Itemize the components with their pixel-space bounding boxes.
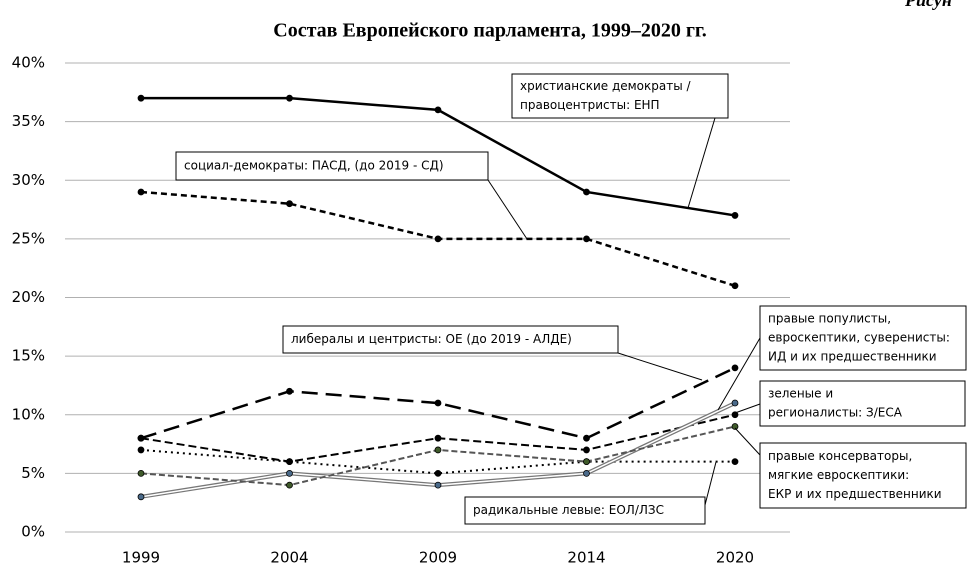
annotation-text: правые консерваторы, [768,449,912,463]
y-tick-label: 40% [12,54,45,72]
leader-line [734,427,761,456]
point [434,469,442,477]
point [434,446,442,454]
leader-line [734,403,761,414]
point [583,235,590,243]
annotation-text: мягкие евроскептики: [768,468,909,482]
point [137,434,145,442]
y-tick-label: 0% [21,523,45,541]
x-tick-label: 2014 [567,549,605,567]
point [583,446,590,454]
y-tick-label: 10% [12,405,45,423]
x-tick-label: 2004 [270,549,308,567]
annotation-text: правые популисты, [768,312,891,326]
point [583,188,590,196]
point [286,469,293,477]
point [137,446,145,454]
annotation-text: правоцентристы: ЕНП [520,98,660,112]
corner-label: Рисун [904,0,952,10]
x-tick-label: 2020 [716,549,754,567]
leader-line [617,352,703,381]
point [286,458,293,466]
annotation-box [759,380,966,427]
point [137,493,145,501]
series-line [140,448,735,475]
point [731,423,739,430]
point [731,364,739,372]
annotation-text: социал-демократы: ПАСД, (до 2019 - СД) [184,159,444,173]
x-tick-label: 1999 [122,549,160,567]
point [583,458,590,466]
point [434,434,442,442]
y-tick-label: 30% [12,171,45,189]
leader-line [704,461,717,506]
annotation-text: ЕКР и их предшественники [768,487,942,501]
point [731,399,739,407]
chart-title: Состав Европейского парламента, 1999–202… [273,20,706,42]
point [137,94,145,102]
annotation-text: христианские демократы / [520,79,692,93]
point [137,469,145,477]
point [434,399,442,407]
point [731,282,739,290]
annotation-text: ИД и их предшественники [768,350,937,364]
leader-line [717,337,761,411]
y-tick-label: 15% [12,347,45,365]
point [731,458,739,466]
annotation-box [511,73,729,119]
annotation-text: зеленые и [768,387,833,401]
point [583,434,590,442]
leader-line [687,117,716,209]
leader-line [487,179,528,240]
point [286,481,293,489]
y-tick-label: 35% [12,112,45,130]
point [286,200,293,208]
annotation-box [464,496,706,525]
annotation-text: либералы и центристы: ОЕ (до 2019 - АЛДЕ… [291,332,572,346]
annotation-box [282,325,619,354]
annotation-box [759,305,967,371]
annotation-text: регионалисты: З/ЕСА [768,406,903,420]
y-tick-label: 20% [12,288,45,306]
annotation-text: евроскептики, суверенисты: [768,331,950,345]
x-tick-label: 2009 [419,549,457,567]
annotation-box [759,442,967,509]
annotation-text: радикальные левые: ЕОЛ/ЛЗС [473,503,664,517]
point [286,94,293,102]
point [731,212,739,219]
point [434,481,442,489]
point [137,188,145,196]
point [286,387,293,395]
point [583,469,590,477]
y-tick-label: 5% [21,464,45,482]
point [434,106,442,114]
point [731,411,739,419]
series-line [140,366,736,440]
annotation-box [175,151,489,181]
point [434,235,442,243]
y-tick-label: 25% [12,229,45,247]
